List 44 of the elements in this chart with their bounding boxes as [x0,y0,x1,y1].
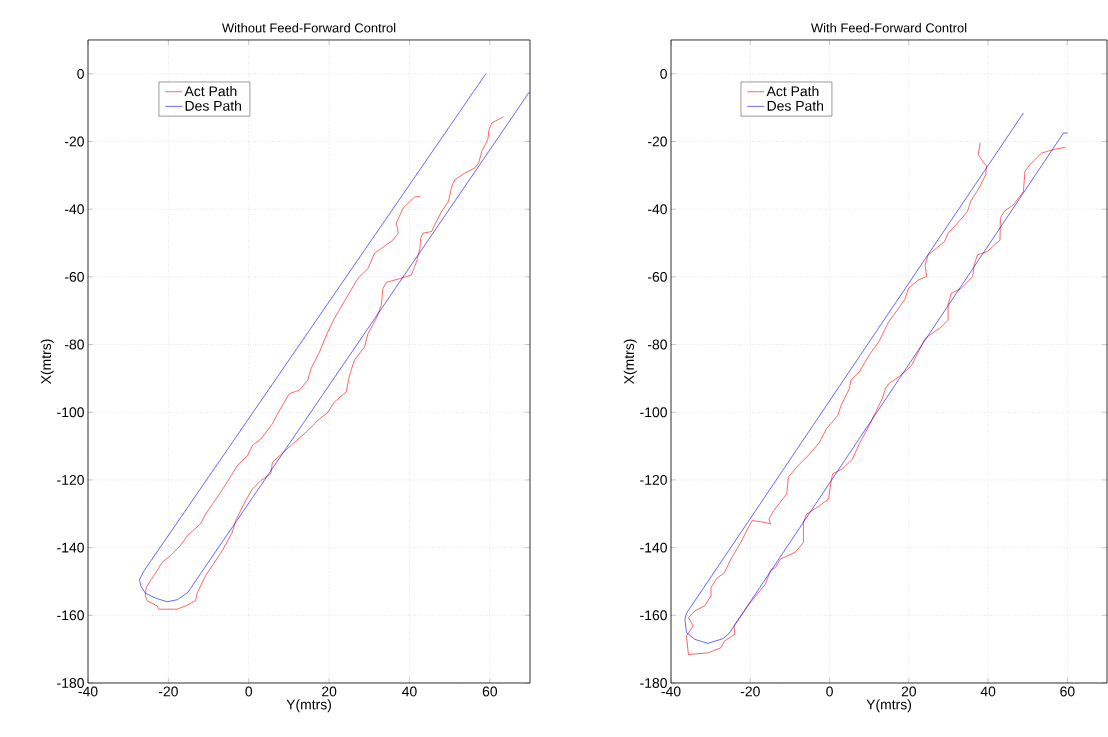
y-tick-label: -60 [647,271,667,282]
y-tick-label: 0 [77,68,84,79]
y-tick-label: -20 [64,136,84,147]
x-tick-label: -20 [740,686,760,697]
legend-label: Act Path [766,85,819,97]
x-axis-title: Y(mtrs) [866,699,911,713]
y-axis-title: X(mtrs) [40,339,54,385]
y-tick-label: -120 [57,474,84,485]
y-tick-label: -180 [57,678,84,688]
x-tick-label: 60 [482,686,498,697]
line-series [139,73,531,603]
chart-title: With Feed-Forward Control [810,22,967,33]
x-tick-label: 40 [980,686,996,697]
y-tick-label: -160 [640,610,667,621]
x-tick-label: -40 [661,686,681,697]
y-tick-label: -80 [64,339,84,350]
y-tick-label: -20 [647,136,667,147]
x-tick-label: 0 [245,686,253,697]
y-tick-label: 0 [660,68,667,79]
y-tick-label: -100 [640,407,667,418]
y-tick-label: -140 [640,542,667,553]
x-tick-label: 20 [901,686,917,697]
x-tick-label: 20 [322,686,337,697]
y-tick-label: -60 [64,271,84,282]
legend-label: Des Path [185,100,241,111]
y-tick-label: -120 [640,474,667,485]
x-tick-label: -20 [158,686,178,697]
x-tick-label: 0 [826,686,833,697]
y-tick-label: -180 [640,678,667,688]
line-series [144,116,504,610]
y-tick-label: -40 [647,204,667,215]
y-tick-label: -40 [64,204,84,215]
x-tick-label: -40 [78,686,98,697]
legend-label: Act Path [184,85,237,97]
x-tick-label: 60 [1060,686,1075,697]
y-tick-label: -100 [57,407,84,418]
x-tick-label: 40 [402,686,417,697]
y-axis-title: X(mtrs) [623,339,637,385]
y-tick-label: -160 [57,610,84,621]
legend-label: Des Path [767,100,824,111]
chart-title: Without Feed-Forward Control [221,22,396,33]
x-axis-title: Y(mtrs) [286,699,331,713]
y-tick-label: -80 [647,339,667,350]
y-tick-label: -140 [57,542,84,553]
